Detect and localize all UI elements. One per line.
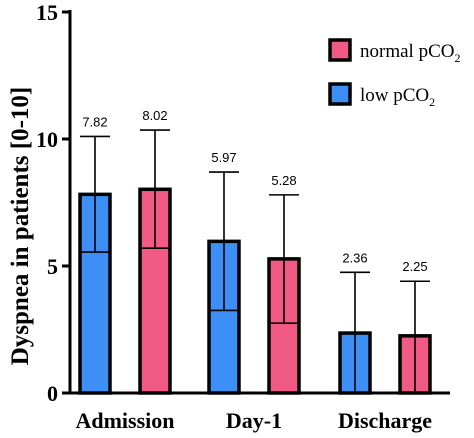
y-tick-label: 10: [36, 127, 58, 152]
data-label: 8.02: [142, 108, 167, 123]
bars: [78, 129, 432, 395]
data-label: 2.36: [342, 250, 367, 265]
y-tick-label: 5: [47, 254, 58, 279]
legend-swatch: [328, 82, 352, 106]
y-tick-label: 15: [36, 0, 58, 25]
data-labels: 7.82 5.97 2.36 8.02 5.28 2.25: [82, 108, 427, 274]
legend: normal pCO2 low pCO2: [328, 38, 460, 109]
legend-entry: low pCO2: [360, 85, 435, 109]
x-category-label: Admission: [75, 408, 174, 433]
data-label: 5.97: [211, 150, 236, 165]
data-label: 5.28: [271, 173, 296, 188]
legend-swatch: [328, 38, 352, 62]
category-labels: Admission Day-1 Discharge: [75, 408, 432, 433]
y-tick-label: 0: [47, 381, 58, 406]
data-label: 2.25: [402, 259, 427, 274]
y-axis-label: Dyspnea in patients [0-10]: [7, 87, 34, 366]
legend-entry: normal pCO2: [360, 41, 460, 65]
x-category-label: Discharge: [338, 408, 432, 433]
x-category-label: Day-1: [226, 408, 282, 433]
data-label: 7.82: [82, 114, 107, 129]
y-axis-ticks: 0 5 10 15: [36, 0, 70, 406]
